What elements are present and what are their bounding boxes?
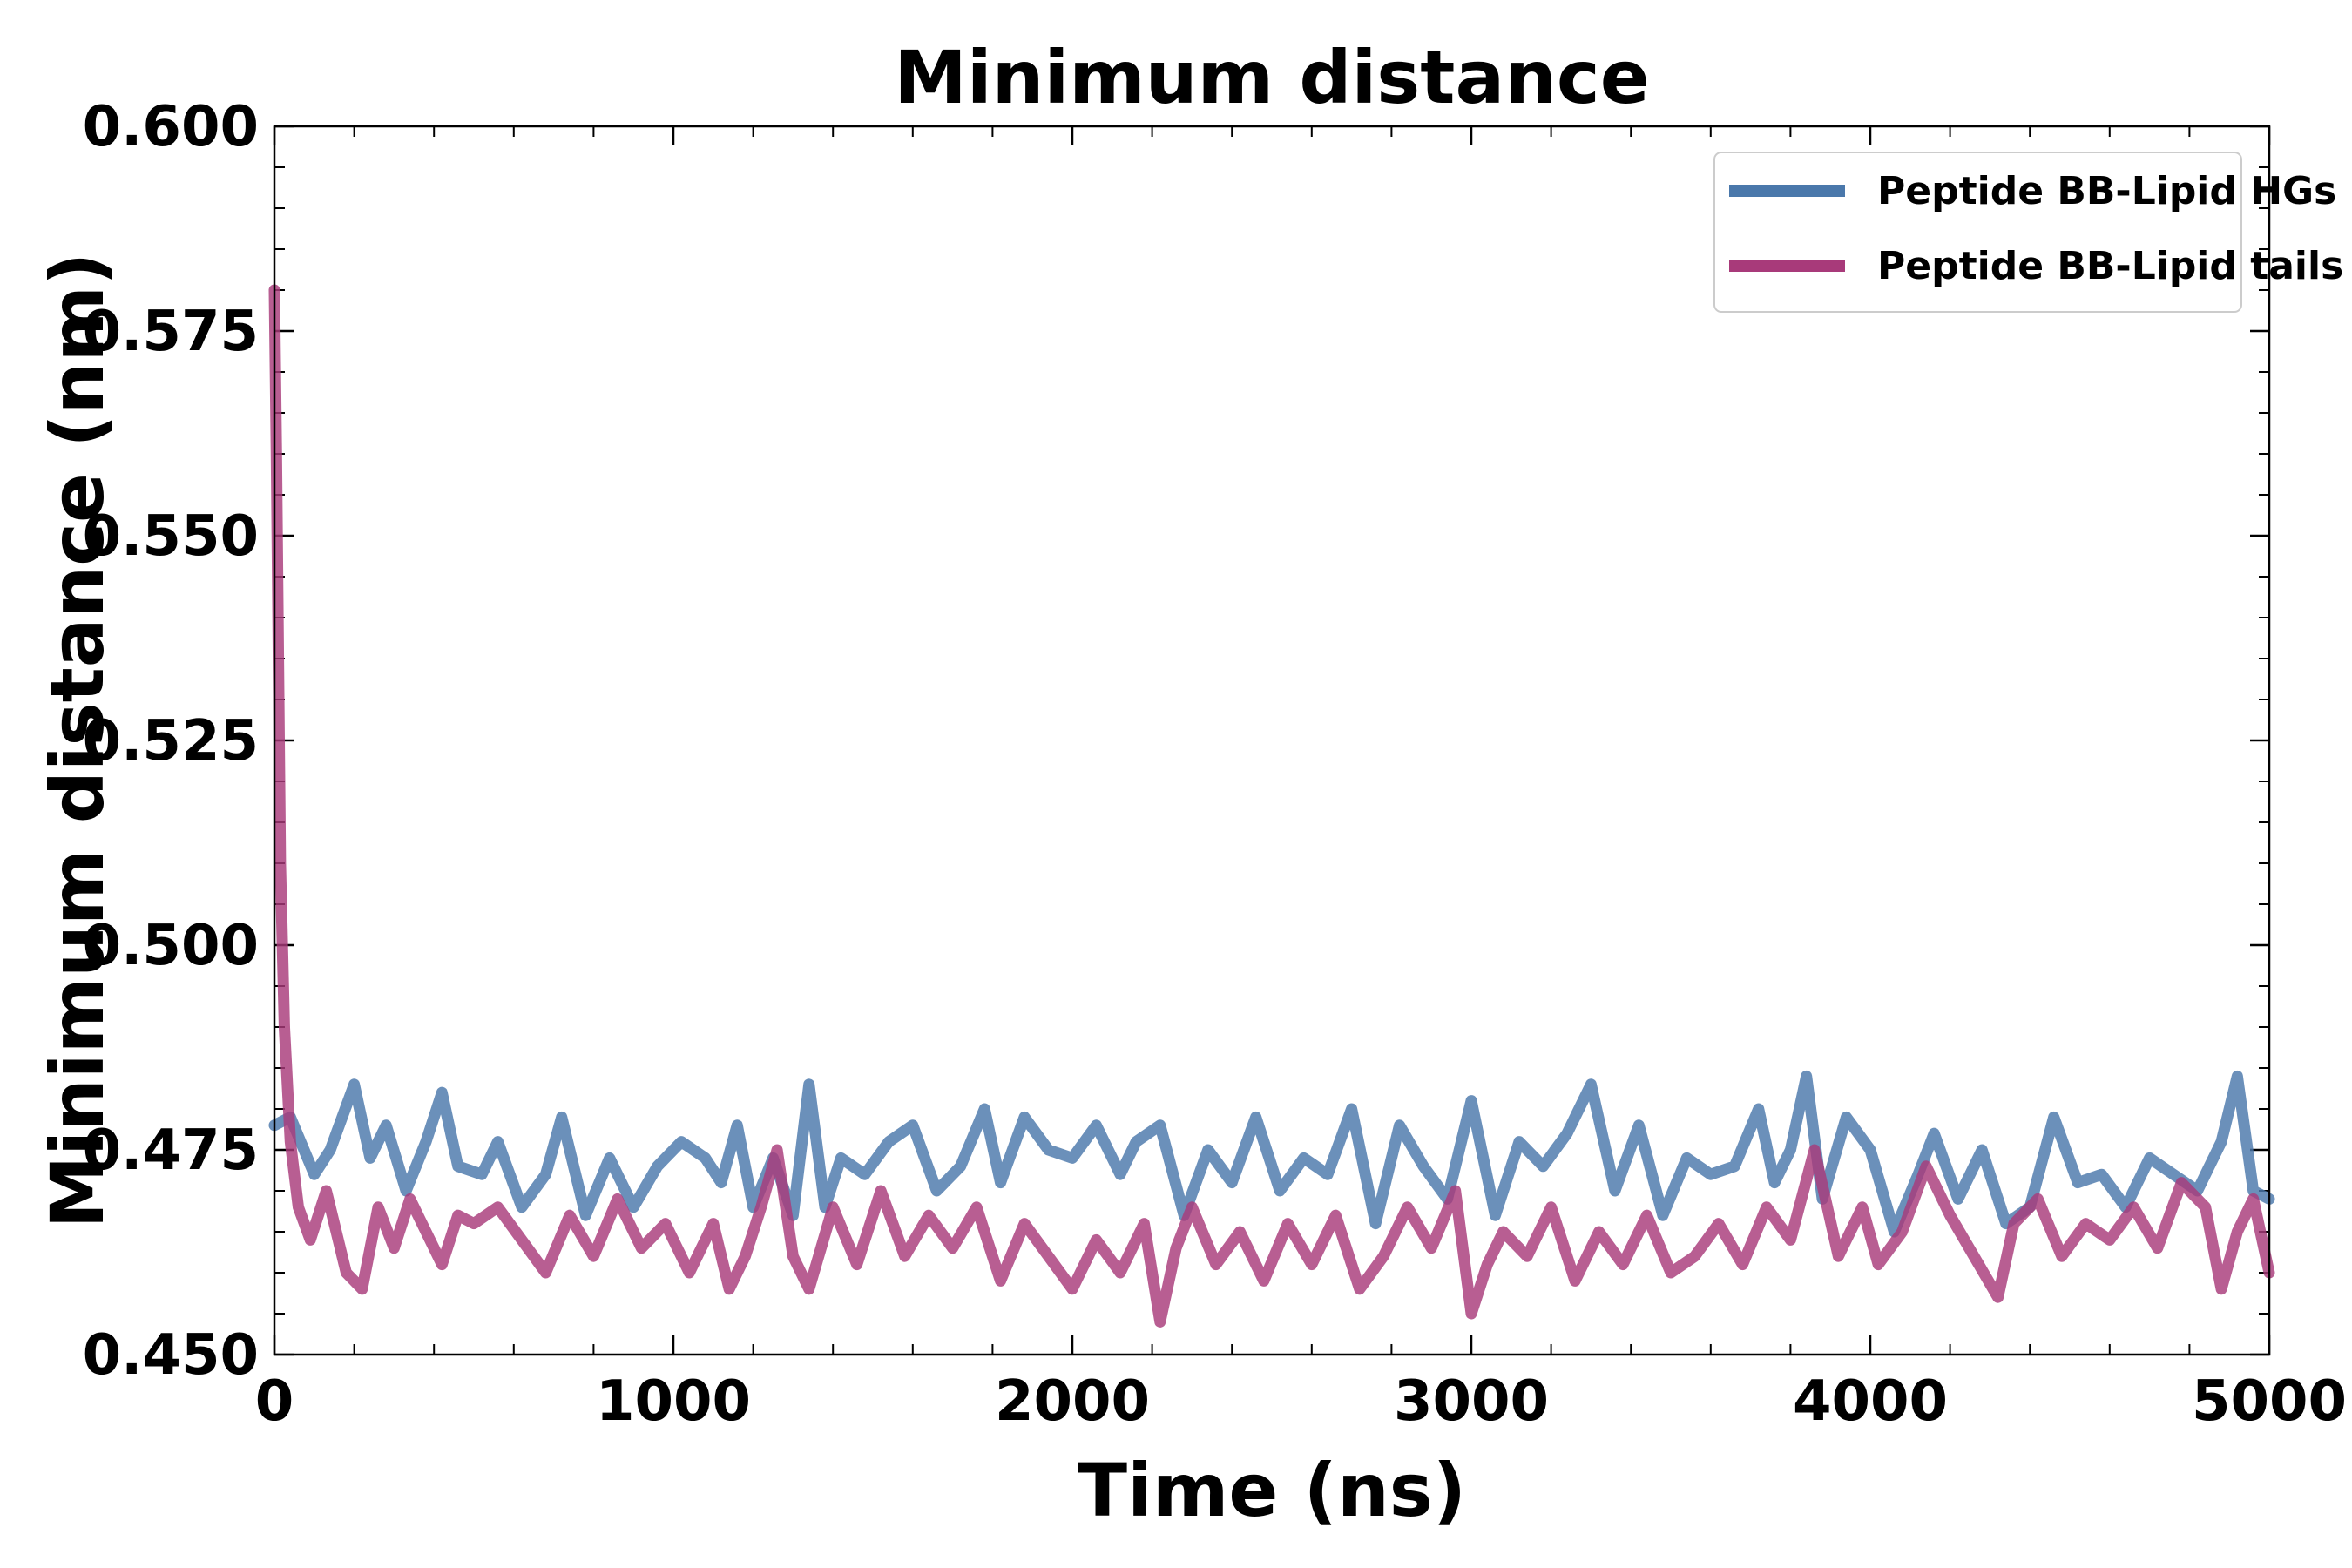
x-tick-label: 2000 — [995, 1369, 1150, 1434]
legend: Peptide BB-Lipid HGs Peptide BB-Lipid ta… — [1713, 152, 2343, 313]
y-tick-label: 0.475 — [83, 1119, 259, 1183]
x-tick-label: 0 — [255, 1369, 294, 1434]
y-axis-label: Minimum distance (nm) — [35, 253, 120, 1229]
y-tick-labels: 0.450 0.475 0.500 0.525 0.550 0.575 0.600 — [83, 95, 259, 1388]
series-line-tails — [268, 284, 2275, 1328]
y-tick-label: 0.500 — [83, 914, 259, 978]
series-line-hgs — [268, 1070, 2275, 1238]
plot-frame — [273, 125, 2271, 1356]
legend-box — [1713, 152, 2242, 313]
y-tick-label: 0.550 — [83, 504, 259, 569]
y-tick-label: 0.525 — [83, 709, 259, 774]
y-tick-label: 0.575 — [83, 300, 259, 364]
x-tick-label: 3000 — [1394, 1369, 1549, 1434]
x-tick-label: 4000 — [1793, 1369, 1948, 1434]
x-axis-label: Time (ns) — [1078, 1448, 1466, 1533]
series-layer — [268, 284, 2275, 1328]
x-tick-label: 1000 — [596, 1369, 751, 1434]
y-tick-label: 0.600 — [83, 95, 259, 159]
x-tick-label: 5000 — [2192, 1369, 2347, 1434]
legend-label-hgs: Peptide BB-Lipid HGs — [1877, 169, 2336, 213]
legend-label-tails: Peptide BB-Lipid tails — [1877, 244, 2343, 288]
x-tick-labels: 0 1000 2000 3000 4000 5000 — [255, 1369, 2347, 1434]
chart-title: Minimum distance — [894, 35, 1649, 120]
y-tick-label: 0.450 — [83, 1323, 259, 1388]
